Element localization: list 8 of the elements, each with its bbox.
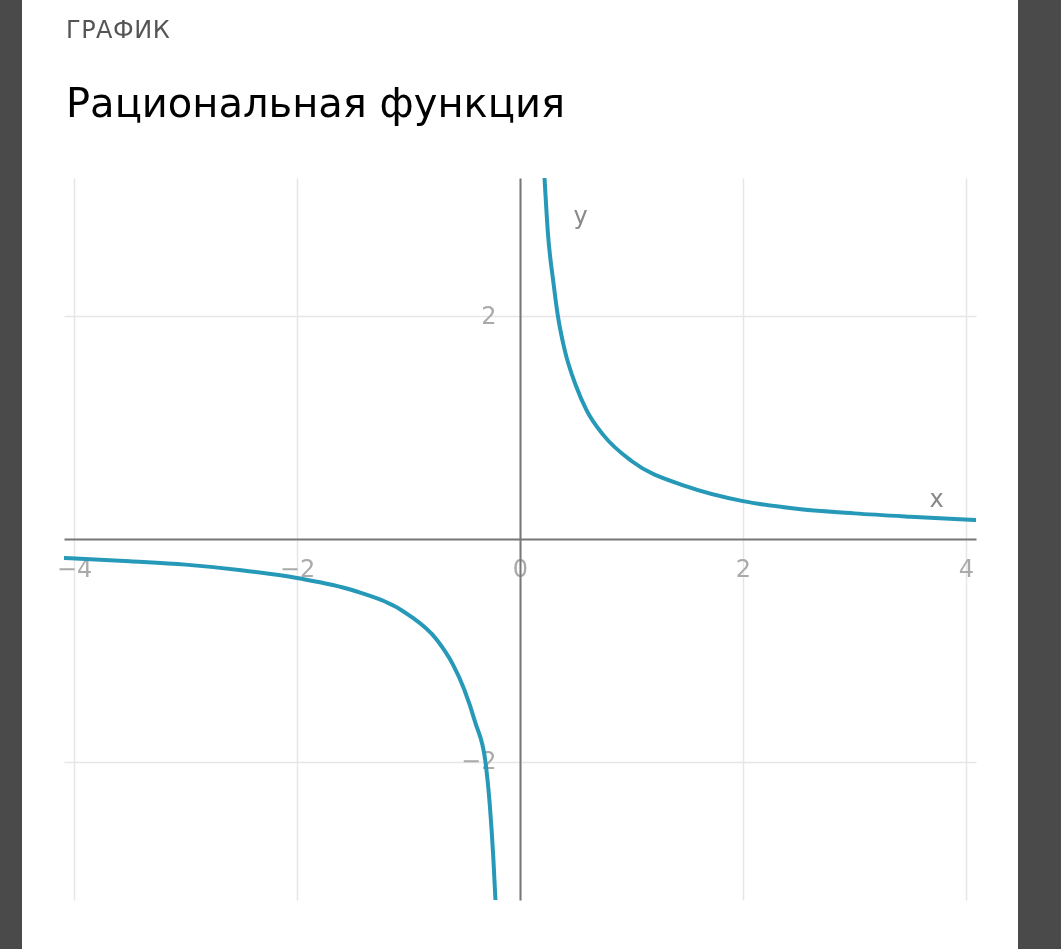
chart-subtitle: ГРАФИК xyxy=(66,16,171,44)
x-axis-title: x xyxy=(929,484,944,513)
x-tick-label: 2 xyxy=(735,554,752,583)
y-axis-title: y xyxy=(573,201,588,230)
x-tick-label: 4 xyxy=(958,554,975,583)
x-tick-label: −2 xyxy=(279,554,316,583)
line-series xyxy=(542,178,976,523)
chart-title: Рациональная функция xyxy=(66,80,566,126)
